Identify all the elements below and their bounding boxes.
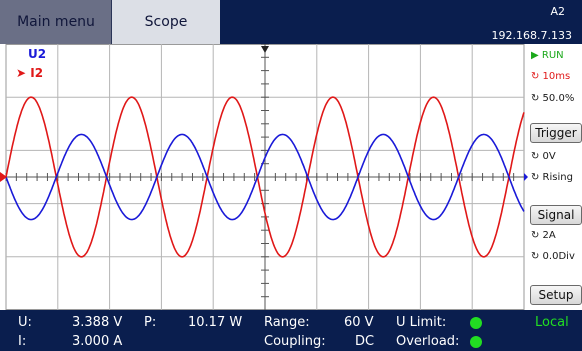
mode-local: Local [535, 315, 569, 330]
trigger-position[interactable]: ↻ 50.0% [531, 93, 575, 104]
top-bar: Main menu Scope A2 192.168.7.133 [0, 0, 582, 44]
ulimit-led-icon [470, 317, 482, 329]
u-value: 3.388 V [72, 315, 123, 330]
scope-plot [0, 44, 528, 310]
ip-address: 192.168.7.133 [491, 29, 572, 42]
channel-label-i2[interactable]: ➤ I2 [16, 66, 44, 80]
range-value: 60 V [344, 315, 374, 330]
i-value: 3.000 A [72, 334, 123, 349]
p-value: 10.17 W [188, 315, 243, 330]
i-label: I: [18, 334, 27, 349]
tab-scope-label: Scope [144, 14, 188, 30]
signal-offset[interactable]: ↻ 0.0Div [531, 251, 575, 262]
channel-label-i2-text: I2 [30, 66, 44, 80]
channel-label-u2[interactable]: U2 [28, 47, 47, 61]
device-id: A2 [550, 5, 565, 18]
tab-scope[interactable]: Scope [112, 0, 220, 44]
coupling-label: Coupling: [264, 334, 326, 349]
ulimit-label: U Limit: [396, 315, 447, 330]
signal-button[interactable]: Signal [530, 205, 582, 225]
p-label: P: [144, 315, 157, 330]
tab-divider [111, 0, 112, 44]
trigger-level[interactable]: ↻ 0V [531, 151, 556, 162]
waveform-u2 [5, 133, 525, 221]
tab-main-menu[interactable]: Main menu [0, 0, 112, 44]
right-offset-marker-icon [524, 173, 528, 181]
range-label: Range: [264, 315, 310, 330]
coupling-value: DC [355, 334, 375, 349]
overload-led-icon [470, 336, 482, 348]
timebase-value[interactable]: ↻ 10ms [531, 71, 571, 82]
u-label: U: [18, 315, 32, 330]
tab-main-menu-label: Main menu [17, 14, 95, 30]
scope-display[interactable] [0, 44, 528, 310]
trigger-level-marker-icon [0, 172, 7, 182]
run-status[interactable]: ▶ RUN [531, 50, 564, 61]
overload-label: Overload: [396, 334, 460, 349]
setup-button[interactable]: Setup [530, 285, 582, 305]
side-panel: ▶ RUN ↻ 10ms ↻ 50.0% Trigger ↻ 0V ↻ Risi… [528, 44, 582, 310]
trigger-position-marker-icon [261, 46, 269, 53]
status-bar: U: 3.388 V P: 10.17 W Range: 60 V U Limi… [0, 310, 582, 351]
waveform-i2 [5, 96, 525, 258]
trigger-edge[interactable]: ↻ Rising [531, 172, 573, 183]
trigger-button[interactable]: Trigger [530, 123, 582, 143]
signal-scale[interactable]: ↻ 2A [531, 230, 556, 241]
